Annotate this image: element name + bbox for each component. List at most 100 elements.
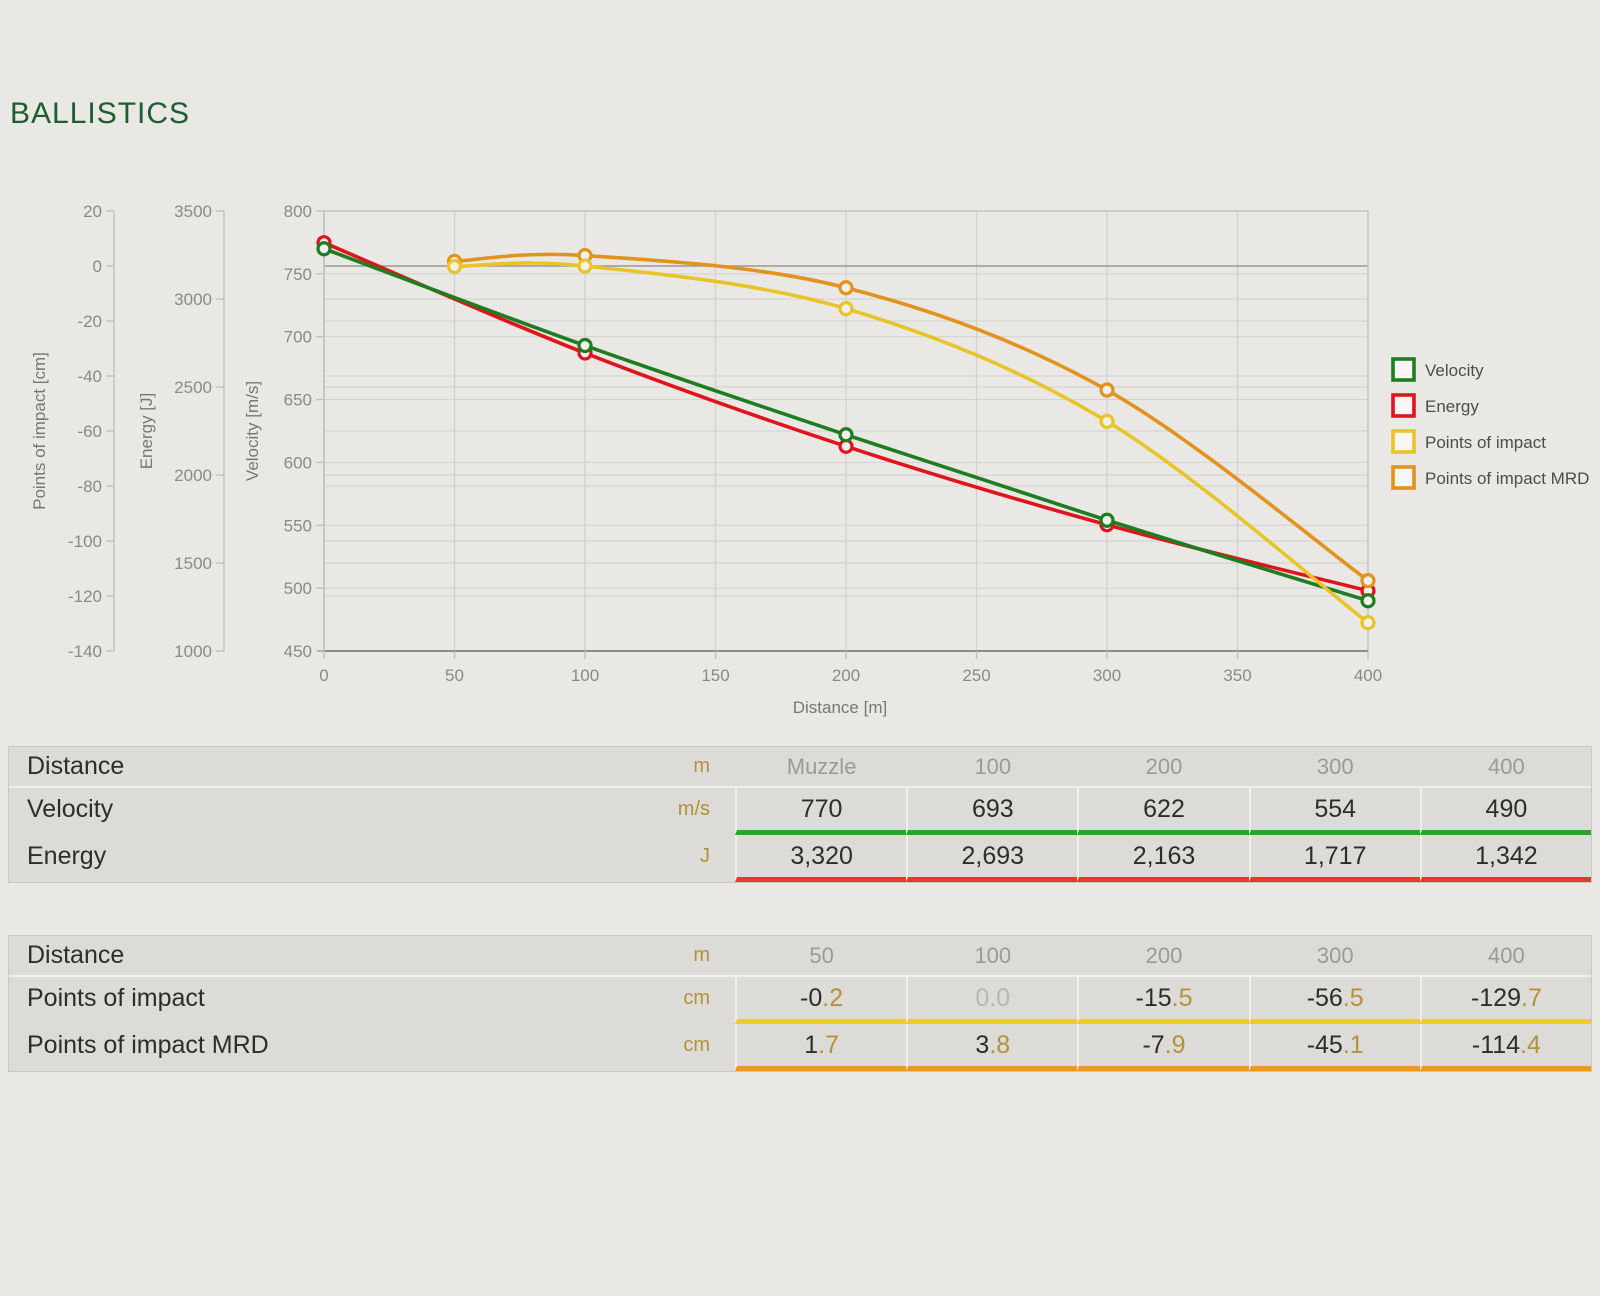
value-text: 1,342 — [1475, 841, 1538, 870]
velocity-tick-label: 500 — [284, 579, 312, 598]
velocity-tick-label: 750 — [284, 265, 312, 284]
table-row: Points of impact cm -0.2 0.0 -15.5 -56.5 -129.… — [9, 977, 1592, 1024]
points-of-impact-mrd-point — [838, 280, 854, 296]
column-header: Muzzle — [735, 754, 906, 780]
value-cell: -7.9 — [1077, 1024, 1249, 1071]
table-header-row: Distance m Muzzle 100 200 300 400 — [9, 747, 1591, 788]
velocity-energy-table: Distance m Muzzle 100 200 300 400 Velocity m/s 77… — [8, 746, 1592, 883]
value-cell: 622 — [1077, 788, 1249, 835]
value-text: 3,320 — [790, 841, 853, 870]
energy-tick-label: 3500 — [174, 202, 212, 221]
x-tick-label: 400 — [1354, 666, 1382, 685]
velocity-point — [316, 241, 332, 257]
points-of-impact-mrd-point — [1099, 382, 1115, 398]
velocity-tick-label: 650 — [284, 391, 312, 410]
velocity-point — [1360, 593, 1376, 609]
value-cell: -15.5 — [1077, 977, 1249, 1024]
value-cell: 3.8 — [906, 1024, 1078, 1071]
points-of-impact-point — [577, 258, 593, 274]
value-int: -0 — [800, 983, 823, 1012]
points-of-impact-mrd-point — [1360, 573, 1376, 589]
row-unit: cm — [683, 1033, 710, 1056]
value-cell: 2,163 — [1077, 835, 1249, 882]
legend-label-points-of-impact: Points of impact — [1425, 433, 1546, 452]
column-header: 200 — [1077, 754, 1248, 780]
column-header-label: 100 — [974, 753, 1012, 779]
column-header: 200 — [1077, 943, 1248, 969]
value-cell: 1,342 — [1419, 835, 1592, 882]
value-text: 693 — [971, 794, 1014, 823]
value-text: 490 — [1485, 794, 1528, 823]
legend-label-energy: Energy — [1425, 397, 1479, 416]
value-cell: 770 — [735, 788, 907, 835]
row-unit: J — [700, 844, 710, 867]
velocity-point — [1099, 512, 1115, 528]
value-cell: 2,693 — [906, 835, 1078, 882]
energy-tick-label: 3000 — [174, 290, 212, 309]
legend-swatch-energy — [1391, 393, 1416, 418]
row-label: Points of impact — [27, 983, 205, 1012]
row-unit: m/s — [677, 797, 710, 820]
value-cell: -0.2 — [735, 977, 907, 1024]
value-int: -56 — [1306, 983, 1343, 1012]
value-decimal: .7 — [1521, 983, 1542, 1012]
x-tick-label: 150 — [701, 666, 729, 685]
energy-tick-label: 1500 — [174, 554, 212, 573]
column-header: 400 — [1420, 943, 1591, 969]
row-label-cell: Velocity m/s — [9, 788, 735, 835]
value-decimal: .5 — [1342, 983, 1364, 1012]
value-cell: 1,717 — [1248, 835, 1420, 882]
value-cell: 554 — [1248, 788, 1420, 835]
value-text: 622 — [1143, 794, 1185, 823]
value-int: 0 — [975, 983, 990, 1012]
impact-tick-label: 20 — [83, 202, 102, 221]
row-unit: cm — [683, 986, 710, 1009]
value-decimal: .5 — [1171, 983, 1193, 1012]
velocity-point — [577, 337, 593, 354]
x-tick-label: 100 — [571, 666, 599, 685]
value-int: -45 — [1306, 1030, 1343, 1059]
row-label-cell: Energy J — [9, 835, 735, 882]
table-header-row: Distance m 50 100 200 300 400 — [9, 936, 1591, 977]
value-decimal: .2 — [822, 983, 844, 1012]
value-cell: -129.7 — [1419, 977, 1592, 1024]
velocity-tick-label: 700 — [284, 328, 312, 347]
legend-swatch-velocity — [1391, 357, 1416, 382]
energy-tick-label: 2500 — [174, 378, 212, 397]
column-header: 100 — [906, 754, 1077, 780]
table-row: Energy J 3,320 2,693 2,163 1,717 1,342 — [9, 835, 1592, 882]
value-cell: -45.1 — [1248, 1024, 1420, 1071]
impact-axis-title: Points of impact [cm] — [30, 352, 49, 510]
column-header: 300 — [1249, 754, 1420, 780]
energy-axis-title: Energy [J] — [137, 393, 156, 470]
value-decimal: .9 — [1164, 1030, 1186, 1059]
x-tick-label: 300 — [1093, 666, 1121, 685]
velocity-tick-label: 600 — [284, 453, 312, 472]
x-tick-label: 250 — [962, 666, 990, 685]
velocity-tick-label: 800 — [284, 202, 312, 221]
value-text: 2,163 — [1132, 841, 1196, 870]
column-header-label: 400 — [1488, 753, 1525, 779]
value-decimal: .8 — [989, 1030, 1011, 1059]
impact-tick-label: -100 — [68, 532, 102, 551]
value-decimal: .1 — [1342, 1030, 1364, 1059]
x-axis-title: Distance [m] — [793, 698, 887, 717]
header-unit: m — [693, 755, 710, 777]
points-of-impact-point — [838, 301, 854, 317]
column-header-label: 100 — [974, 942, 1012, 968]
legend-item-points-of-impact-mrd: Points of impact MRD — [1391, 465, 1589, 490]
table-row: Velocity m/s 770 693 622 554 490 — [9, 788, 1592, 835]
value-cell: 490 — [1419, 788, 1592, 835]
column-header-label: 200 — [1145, 753, 1183, 779]
energy-tick-label: 1000 — [174, 642, 212, 661]
column-header: 100 — [906, 943, 1077, 969]
column-header-label: 400 — [1488, 942, 1525, 968]
impact-tick-label: -80 — [77, 477, 102, 496]
value-int: 3 — [975, 1030, 990, 1059]
impact-tick-label: -20 — [77, 312, 102, 331]
column-header-label: 300 — [1316, 753, 1354, 779]
ballistics-page: BALLISTICS 20 0 -20 -40 -60 -80 -100 -120 -140 Po… — [0, 96, 1600, 1296]
column-header-label: 300 — [1316, 942, 1354, 968]
velocity-point — [838, 427, 854, 443]
